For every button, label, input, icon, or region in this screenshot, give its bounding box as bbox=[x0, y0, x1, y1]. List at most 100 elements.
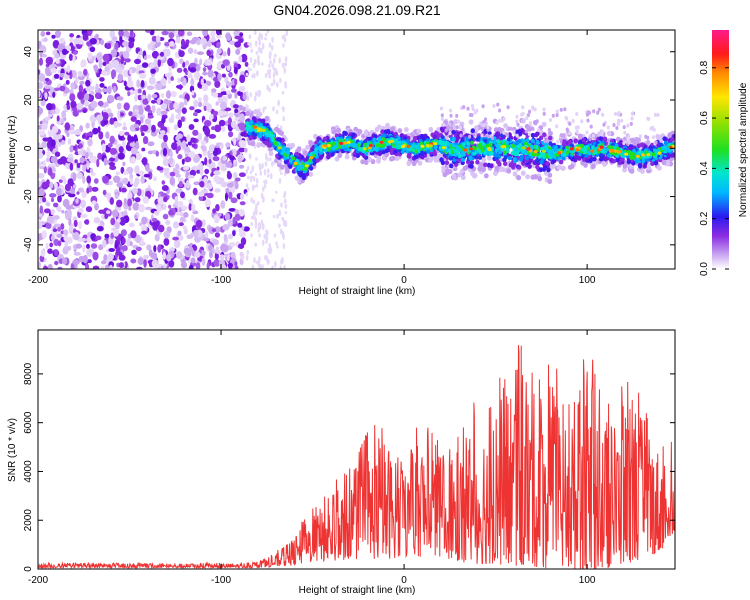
noise-speckle bbox=[104, 213, 109, 220]
noise-speckle bbox=[227, 233, 234, 240]
ridge-blob bbox=[629, 168, 635, 174]
ridge-blob bbox=[477, 166, 483, 172]
noise-speckle bbox=[145, 54, 152, 59]
noise-speckle bbox=[180, 191, 185, 199]
noise-speckle bbox=[233, 137, 237, 146]
noise-speckle bbox=[101, 143, 106, 152]
noise-speckle bbox=[140, 80, 145, 88]
noise-speckle bbox=[148, 171, 153, 180]
noise-speckle bbox=[106, 210, 111, 215]
ridge-blob bbox=[640, 168, 645, 174]
ridge-blob bbox=[534, 132, 539, 138]
ridge-blob bbox=[567, 139, 572, 145]
noise-speckle bbox=[251, 264, 255, 269]
noise-speckle bbox=[157, 224, 165, 233]
noise-speckle bbox=[76, 172, 83, 180]
noise-speckle bbox=[142, 196, 149, 204]
noise-speckle bbox=[152, 263, 160, 269]
noise-speckle bbox=[38, 233, 42, 242]
noise-speckle bbox=[86, 236, 92, 243]
noise-speckle bbox=[229, 40, 236, 46]
noise-speckle bbox=[60, 118, 65, 124]
noise-speckle bbox=[183, 146, 190, 152]
noise-speckle bbox=[45, 242, 49, 250]
noise-speckle bbox=[156, 107, 162, 116]
ridge-blob bbox=[656, 134, 661, 140]
noise-speckle bbox=[163, 237, 170, 246]
ridge-blob bbox=[537, 176, 543, 182]
noise-speckle bbox=[45, 56, 53, 65]
noise-speckle bbox=[62, 257, 68, 265]
noise-speckle bbox=[146, 244, 152, 251]
noise-speckle bbox=[283, 67, 287, 74]
noise-speckle bbox=[64, 122, 71, 131]
noise-speckle bbox=[50, 197, 55, 203]
noise-speckle bbox=[82, 149, 87, 157]
noise-speckle bbox=[269, 247, 273, 253]
noise-speckle bbox=[51, 125, 59, 134]
noise-speckle bbox=[142, 136, 149, 145]
noise-speckle bbox=[246, 95, 250, 102]
noise-speckle bbox=[157, 244, 162, 253]
ridge-blob bbox=[481, 156, 487, 162]
noise-speckle bbox=[249, 57, 253, 63]
noise-speckle bbox=[147, 150, 153, 155]
noise-speckle bbox=[87, 52, 93, 60]
noise-speckle bbox=[89, 38, 97, 45]
noise-speckle bbox=[272, 78, 276, 86]
noise-speckle bbox=[68, 129, 76, 135]
noise-speckle bbox=[151, 35, 158, 42]
noise-speckle bbox=[46, 157, 50, 163]
ridge-blob bbox=[548, 135, 553, 141]
noise-speckle bbox=[79, 125, 83, 133]
noise-speckle bbox=[252, 199, 256, 205]
noise-speckle bbox=[214, 80, 221, 88]
ridge-blob bbox=[470, 128, 475, 134]
noise-speckle bbox=[59, 76, 63, 81]
noise-speckle bbox=[125, 32, 130, 38]
noise-speckle bbox=[40, 31, 46, 37]
noise-speckle bbox=[91, 200, 97, 205]
noise-speckle bbox=[38, 188, 45, 197]
noise-speckle bbox=[164, 42, 170, 47]
noise-speckle bbox=[245, 90, 249, 97]
noise-speckle bbox=[234, 108, 239, 114]
ridge-blob bbox=[267, 143, 273, 148]
noise-speckle bbox=[47, 248, 53, 254]
noise-speckle bbox=[179, 58, 184, 64]
noise-speckle bbox=[90, 233, 97, 241]
noise-speckle bbox=[98, 131, 104, 140]
noise-speckle bbox=[101, 260, 107, 265]
noise-speckle bbox=[215, 204, 220, 212]
noise-speckle bbox=[102, 239, 107, 248]
noise-speckle bbox=[207, 70, 214, 78]
noise-speckle bbox=[77, 208, 84, 213]
noise-speckle bbox=[254, 242, 257, 247]
noise-speckle bbox=[255, 184, 259, 188]
ridge-blob bbox=[445, 168, 450, 174]
ridge-blob bbox=[591, 163, 596, 169]
noise-speckle bbox=[116, 102, 122, 110]
noise-speckle bbox=[220, 200, 226, 209]
noise-speckle bbox=[271, 198, 274, 203]
noise-speckle bbox=[53, 73, 60, 79]
noise-speckle bbox=[135, 140, 140, 150]
noise-speckle bbox=[141, 157, 148, 166]
noise-speckle bbox=[129, 142, 136, 148]
noise-speckle bbox=[45, 221, 52, 230]
noise-speckle bbox=[232, 104, 239, 109]
noise-speckle bbox=[283, 37, 287, 43]
noise-speckle bbox=[46, 202, 51, 207]
noise-speckle bbox=[285, 30, 289, 36]
noise-speckle bbox=[211, 88, 217, 93]
noise-speckle bbox=[60, 175, 66, 181]
noise-speckle bbox=[189, 67, 197, 73]
noise-speckle bbox=[208, 158, 212, 164]
ridge-blob bbox=[469, 164, 474, 169]
ridge-blob bbox=[472, 173, 478, 179]
noise-speckle bbox=[214, 232, 220, 238]
noise-speckle bbox=[63, 229, 69, 236]
noise-speckle bbox=[124, 131, 130, 136]
noise-speckle bbox=[238, 38, 244, 43]
ridge-blob bbox=[303, 150, 308, 156]
